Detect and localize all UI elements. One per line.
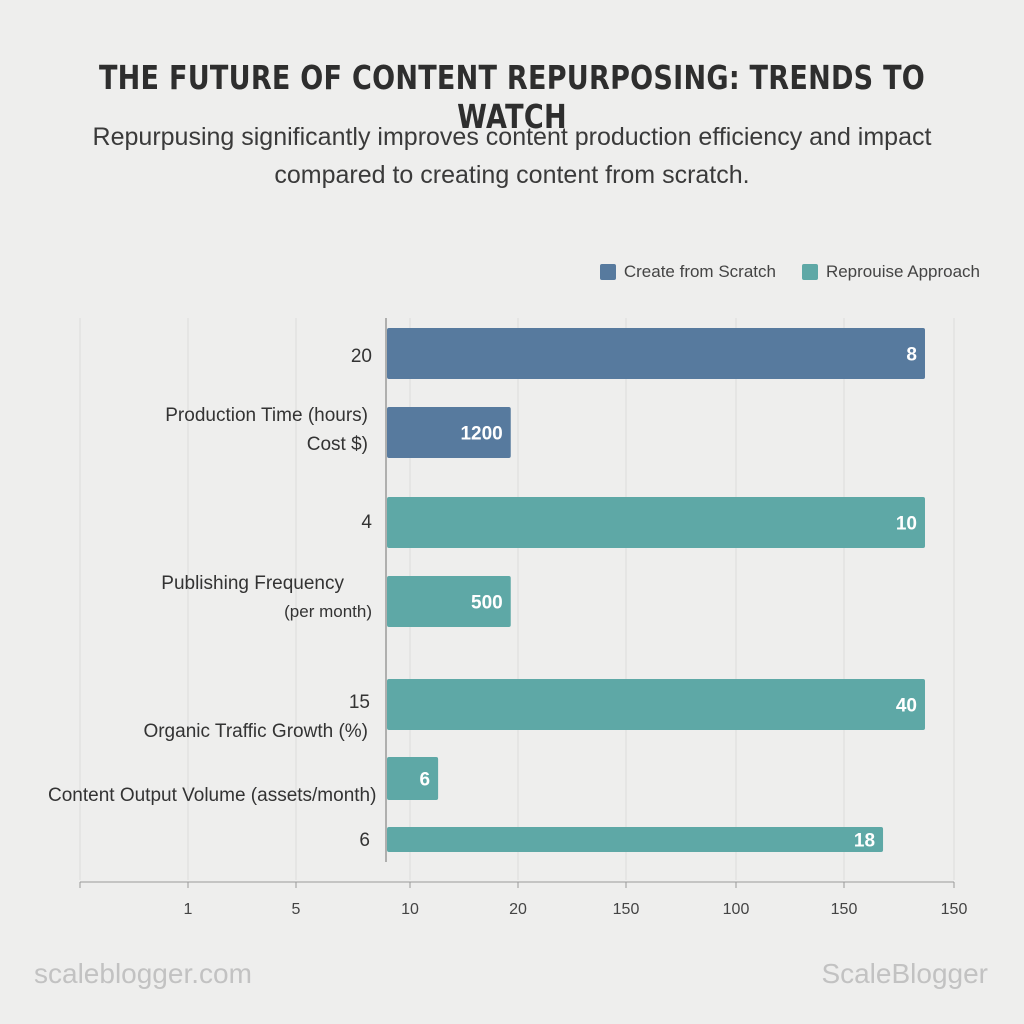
bar [387, 407, 511, 458]
bar-data-label: 6 [420, 770, 431, 791]
category-label: Cost $) [307, 434, 368, 455]
x-tick-label: 1 [184, 901, 193, 918]
category-label: 4 [361, 512, 372, 533]
category-label: Production Time (hours) [165, 405, 368, 426]
bar-data-label: 1200 [460, 424, 502, 445]
bar [387, 757, 439, 800]
bar-data-label: 500 [471, 593, 503, 614]
x-tick-label: 150 [941, 901, 968, 918]
legend-item-scratch: Create from Scratch [599, 262, 776, 282]
chart-title: THE FUTURE OF CONTENT REPURPOSING: TREND… [98, 58, 926, 136]
bar-data-label: 10 [896, 514, 917, 535]
x-tick-label: 5 [292, 901, 301, 918]
footer-brand: ScaleBlogger [821, 958, 988, 989]
legend-swatch-repurpose [801, 264, 818, 280]
legend-swatch-scratch [599, 264, 616, 280]
bar [387, 328, 925, 379]
category-label: 20 [351, 346, 372, 367]
x-tick-label: 150 [831, 901, 858, 918]
bar [387, 576, 511, 627]
category-label: (per month) [284, 602, 372, 621]
bar-data-label: 18 [854, 831, 875, 852]
legend-label-repurpose: Reprouise Approach [825, 262, 980, 281]
chart-subtitle: Repurpusing significantly improves conte… [92, 123, 932, 189]
bar [387, 679, 925, 730]
legend: Create from Scratch Reprouise Approach [599, 262, 980, 282]
legend-label-scratch: Create from Scratch [623, 262, 776, 281]
x-tick-label: 10 [401, 901, 419, 918]
category-label: Organic Traffic Growth (%) [143, 721, 368, 742]
category-label: 15 [349, 692, 370, 713]
category-label: 6 [359, 830, 370, 851]
footer-website: scaleblogger.com [34, 958, 252, 989]
bar [387, 827, 884, 852]
category-label: Publishing Frequency [161, 573, 344, 594]
x-tick-label: 20 [509, 901, 527, 918]
bar-data-label: 40 [896, 696, 917, 717]
x-tick-label: 150 [613, 901, 640, 918]
bar-data-label: 8 [906, 345, 917, 366]
bar [387, 497, 925, 548]
legend-item-repurpose: Reprouise Approach [801, 262, 980, 282]
x-tick-label: 100 [723, 901, 750, 918]
category-label: Content Output Volume (assets/month) [48, 785, 376, 806]
